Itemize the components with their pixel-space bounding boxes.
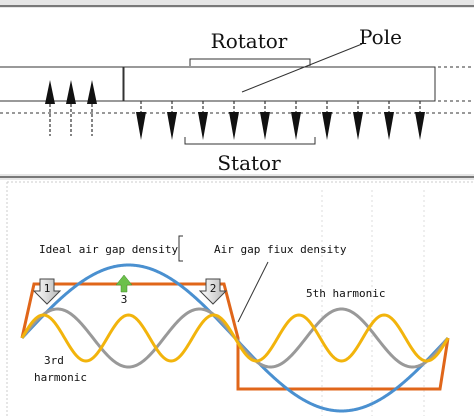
down-arrow [322, 101, 332, 140]
top-diagram: Rotator Pole Stator [0, 0, 474, 175]
third-harmonic-label-line1: 3rd [44, 354, 64, 367]
ideal-square-wave [20, 282, 450, 391]
flux-label: Air gap fiux density [214, 243, 347, 256]
down-arrow [353, 101, 363, 140]
down-arrow [384, 101, 394, 140]
stator-label: Stator [217, 151, 281, 175]
down-arrow [260, 101, 270, 140]
up-arrow [87, 80, 97, 136]
marker-2-arrow: 2 [198, 278, 228, 305]
rotator-label: Rotator [211, 29, 288, 53]
label-bracket [178, 235, 183, 262]
bottom-diagram: Ideal air gap density Air gap fiux densi… [6, 181, 474, 418]
up-arrows [45, 80, 97, 136]
marker-3-arrow: 3 [115, 274, 133, 306]
pole-leader-line [241, 43, 363, 93]
marker-1-label: 1 [44, 282, 51, 295]
stator-bracket [184, 137, 316, 145]
left-pole-block [0, 66, 124, 102]
ideal-label: Ideal air gap density [39, 243, 178, 256]
fifth-harmonic-wave [20, 313, 450, 363]
up-arrow [66, 80, 76, 136]
down-arrows [136, 101, 425, 140]
down-arrow [229, 101, 239, 140]
top-band [0, 0, 474, 8]
pole-label: Pole [359, 25, 402, 49]
third-harmonic-label-line2: harmonic [34, 371, 87, 384]
rotator-bracket [189, 58, 311, 66]
marker-1-arrow: 1 [32, 278, 62, 305]
down-arrow [198, 101, 208, 140]
marker-3-label: 3 [121, 293, 128, 306]
down-arrow [136, 101, 146, 140]
up-arrow [45, 80, 55, 136]
marker-2-label: 2 [210, 282, 217, 295]
down-arrow [291, 101, 301, 140]
down-arrow [167, 101, 177, 140]
grid-dashes [321, 190, 425, 416]
down-arrow [415, 101, 425, 140]
flux-leader-line [237, 261, 269, 323]
fifth-harmonic-label: 5th harmonic [306, 287, 385, 300]
rotator-rect [123, 66, 436, 102]
